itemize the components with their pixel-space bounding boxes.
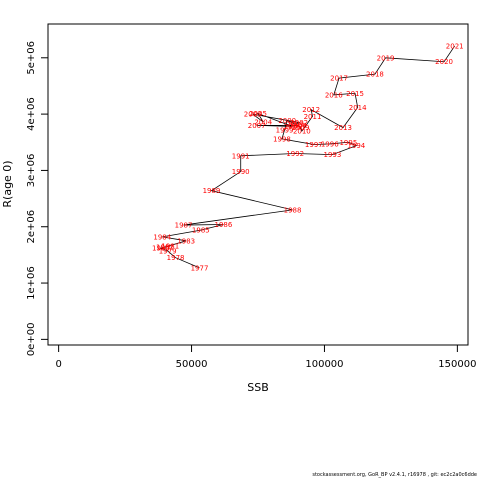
year-label-2011: 2011	[304, 113, 322, 121]
y-tick-label: 3e+06	[26, 154, 37, 188]
year-label-1981: 1981	[161, 242, 179, 250]
y-tick-label: 2e+06	[26, 210, 37, 244]
year-label-1985: 1985	[192, 227, 210, 235]
year-label-1998: 1998	[273, 135, 291, 143]
x-tick-label: 50000	[176, 359, 208, 370]
year-label-2000: 2000	[278, 117, 296, 125]
year-label-2007: 2007	[248, 122, 266, 130]
year-label-1996: 1996	[321, 140, 339, 148]
year-label-2019: 2019	[377, 54, 395, 62]
year-label-2015: 2015	[346, 90, 364, 98]
sr-trajectory-line	[159, 45, 456, 269]
year-label-1982: 1982	[156, 244, 174, 252]
year-label-1988: 1988	[284, 206, 302, 214]
year-label-2004: 2004	[254, 118, 272, 126]
footer-credit: stockassessment.org, GoR_BP v2.4.1, r169…	[312, 472, 477, 478]
year-label-1980: 1980	[152, 245, 170, 253]
year-label-2014: 2014	[349, 104, 367, 112]
year-label-2012: 2012	[302, 106, 320, 114]
x-axis-title: SSB	[247, 381, 269, 394]
y-tick-label: 1e+06	[26, 266, 37, 300]
year-label-2006: 2006	[284, 123, 302, 131]
year-label-1986: 1986	[215, 221, 233, 229]
x-tick-label: 150000	[438, 359, 476, 370]
year-label-1978: 1978	[167, 254, 185, 262]
year-label-1992: 1992	[286, 150, 304, 158]
year-label-1989: 1989	[203, 187, 221, 195]
x-axis: 0 50000 100000 150000	[55, 344, 476, 370]
y-tick-label: 4e+06	[26, 97, 37, 131]
year-label-1994: 1994	[347, 142, 365, 150]
x-tick-label: 0	[55, 359, 61, 370]
year-label-1984: 1984	[153, 233, 171, 241]
year-label-2002: 2002	[290, 119, 308, 127]
y-axis-title: R(age 0)	[1, 160, 14, 207]
year-label-2020: 2020	[435, 58, 453, 66]
year-label-2010: 2010	[293, 128, 311, 136]
year-label-2008: 2008	[289, 122, 307, 130]
year-label-1990: 1990	[232, 168, 250, 176]
year-label-1993: 1993	[324, 151, 342, 159]
y-tick-label: 5e+06	[26, 41, 37, 75]
year-label-1979: 1979	[159, 247, 177, 255]
year-label-2003: 2003	[244, 111, 262, 119]
x-tick-label: 100000	[305, 359, 343, 370]
plot-box	[47, 23, 469, 346]
year-label-2013: 2013	[334, 124, 352, 132]
y-axis: 0e+00 1e+06 2e+06 3e+06 4e+06 5e+06	[26, 41, 49, 357]
year-label-2017: 2017	[330, 75, 348, 83]
year-label-2005: 2005	[249, 110, 267, 118]
year-label-1999: 1999	[276, 126, 294, 134]
year-label-2021: 2021	[446, 42, 464, 50]
year-label-2018: 2018	[366, 71, 384, 79]
year-label-1997: 1997	[305, 141, 323, 149]
year-label-1991: 1991	[232, 152, 250, 160]
year-label-2001: 2001	[286, 121, 304, 129]
year-label-2009: 2009	[292, 124, 310, 132]
year-label-2016: 2016	[325, 91, 343, 99]
y-tick-label: 0e+00	[26, 323, 37, 357]
year-label-1995: 1995	[339, 139, 357, 147]
year-label-1977: 1977	[191, 264, 209, 272]
year-label-1987: 1987	[175, 222, 193, 230]
year-label-1983: 1983	[177, 237, 195, 245]
